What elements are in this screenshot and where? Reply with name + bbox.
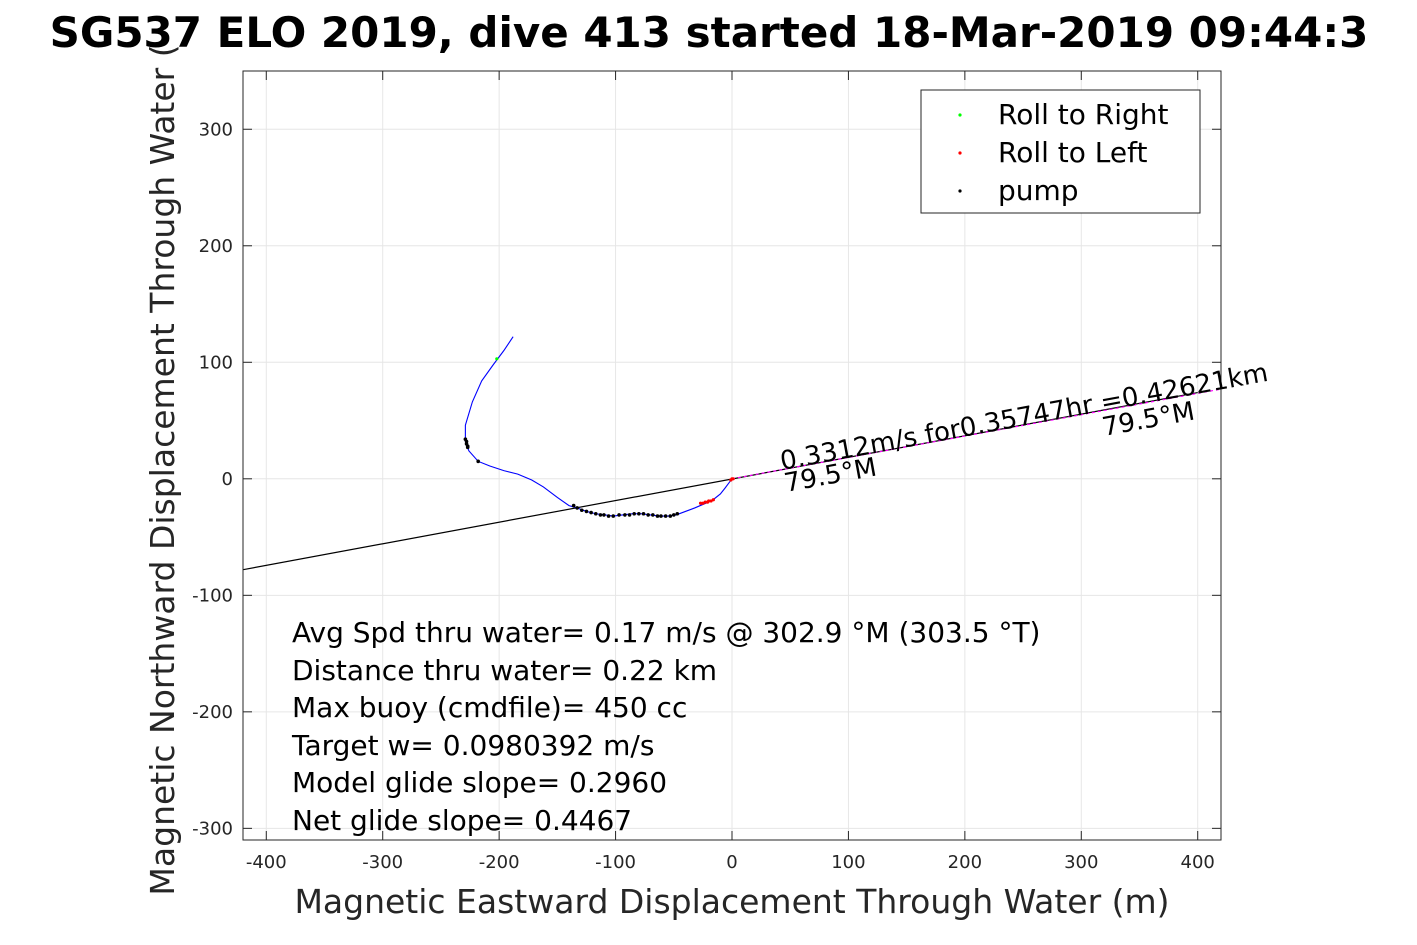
roll-left-point: [707, 499, 711, 503]
pump-point: [589, 510, 593, 515]
pump-point: [663, 514, 668, 518]
legend-marker-roll-left: [958, 151, 962, 155]
legend-marker-roll-right: [958, 113, 962, 117]
y-tick-label: 300: [199, 119, 233, 140]
annotation-max-buoy: Max buoy (cmdfile)= 450 cc: [292, 691, 687, 724]
annotation-net-glide: Net glide slope= 0.4467: [292, 804, 632, 837]
pump-point: [617, 513, 621, 517]
roll-left-point: [731, 477, 735, 481]
y-tick-label: -200: [192, 702, 233, 723]
pump-point: [623, 513, 627, 517]
pump-point: [637, 511, 641, 516]
y-tick-label: -300: [192, 818, 233, 839]
pump-point: [632, 511, 636, 516]
x-tick-label: -200: [479, 852, 520, 873]
legend-marker-pump: [958, 189, 962, 193]
roll-left-point: [698, 501, 703, 505]
y-tick-label: 0: [222, 469, 233, 490]
roll-right-point: [495, 357, 499, 361]
x-tick-label: -300: [362, 852, 403, 873]
pump-point: [641, 511, 646, 516]
pump-point: [611, 514, 616, 518]
annotation-distance: Distance thru water= 0.22 km: [292, 654, 717, 687]
pump-point: [598, 513, 603, 517]
x-tick-label: -100: [595, 852, 636, 873]
series-layer: [243, 336, 1221, 571]
pump-point: [627, 513, 632, 517]
pump-point: [606, 514, 611, 518]
x-tick-label: 100: [831, 852, 865, 873]
heading-line: [243, 391, 1198, 571]
x-tick-label: 200: [948, 852, 982, 873]
x-tick-label: -400: [246, 852, 287, 873]
pump-point: [651, 513, 655, 517]
pump-point: [580, 508, 584, 513]
pump-point: [659, 514, 663, 518]
axis-ticks: -400 -300 -200 -100 0 100 200 300 400 -300 -200 -10…: [192, 71, 1221, 873]
y-axis-label: Magnetic Northward Displacement Through …: [143, 44, 182, 895]
x-tick-label: 0: [726, 852, 737, 873]
annotation-avg-speed: Avg Spd thru water= 0.17 m/s @ 302.9 °M …: [292, 616, 1040, 649]
speed-dash-line: [731, 388, 1221, 480]
pump-point: [671, 513, 676, 517]
x-axis-label: Magnetic Eastward Displacement Through W…: [294, 882, 1169, 921]
annotation-block: Avg Spd thru water= 0.17 m/s @ 302.9 °M …: [291, 616, 1040, 837]
legend: Roll to Right Roll to Left pump: [920, 89, 1201, 214]
annotation-target-w: Target w= 0.0980392 m/s: [291, 729, 654, 762]
pump-point: [571, 503, 576, 508]
pump-point: [668, 514, 673, 518]
legend-label-roll-right: Roll to Right: [998, 98, 1169, 131]
pump-point: [655, 514, 660, 518]
chart-title: SG537 ELO 2019, dive 413 started 18-Mar-…: [50, 8, 1369, 57]
legend-box: [920, 89, 1201, 214]
pump-point: [575, 506, 579, 510]
roll-left-point: [703, 500, 707, 504]
pump-point: [593, 511, 598, 516]
legend-label-roll-left: Roll to Left: [998, 136, 1147, 169]
pump-point: [476, 459, 480, 464]
pump-point: [646, 513, 650, 517]
pump-point: [465, 445, 470, 450]
legend-label-pump: pump: [998, 174, 1079, 207]
roll-left-point: [711, 498, 715, 502]
pump-point: [675, 511, 680, 516]
pump-point: [602, 513, 606, 517]
pump-point: [584, 509, 589, 514]
x-tick-label: 400: [1181, 852, 1215, 873]
y-tick-label: 200: [199, 236, 233, 257]
x-tick-label: 300: [1064, 852, 1098, 873]
y-tick-label: 100: [199, 352, 233, 373]
y-tick-label: -100: [192, 585, 233, 606]
annotation-model-glide: Model glide slope= 0.2960: [292, 766, 667, 799]
